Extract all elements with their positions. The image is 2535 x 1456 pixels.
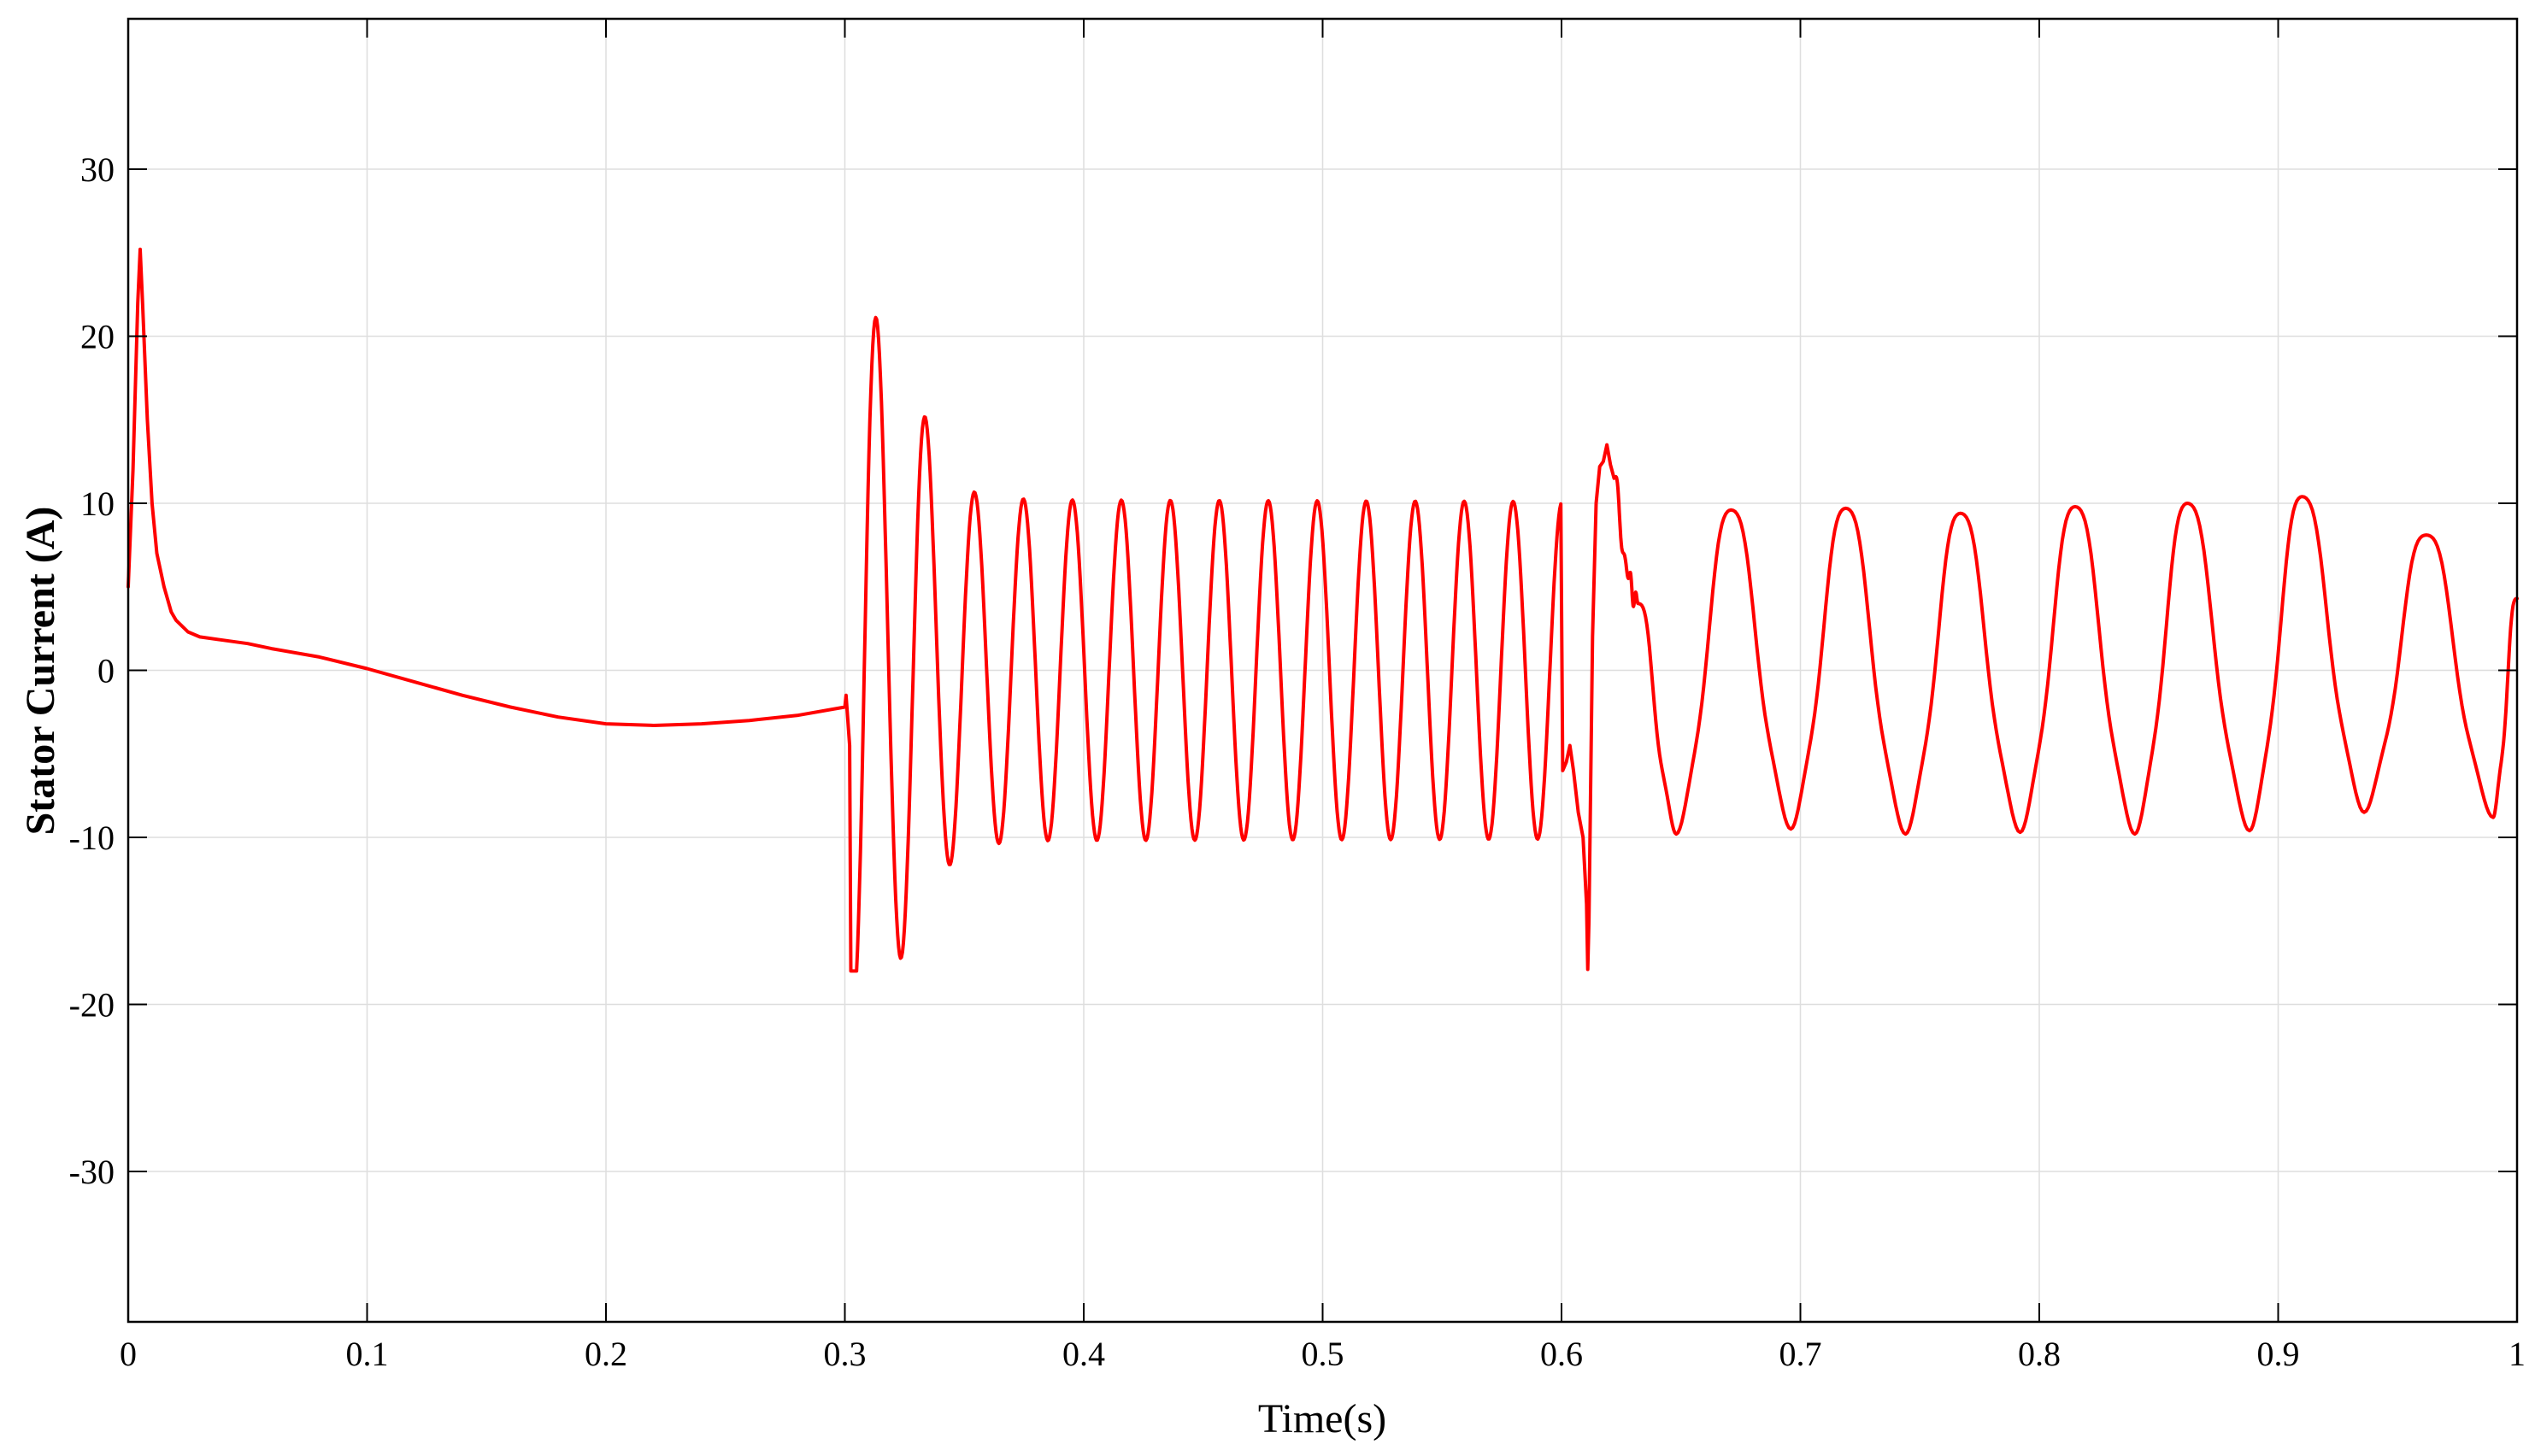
x-tick-label: 0.8 xyxy=(2018,1335,2061,1373)
x-tick-labels: 0 0.1 0.2 0.3 0.4 0.5 0.6 0.7 0.8 0.9 1 xyxy=(120,1335,2526,1373)
y-tick-label: -30 xyxy=(69,1153,115,1191)
y-tick-label: 20 xyxy=(80,317,115,355)
x-tick-label: 1 xyxy=(2509,1335,2526,1373)
x-tick-label: 0.7 xyxy=(1779,1335,1822,1373)
x-tick-label: 0.3 xyxy=(824,1335,867,1373)
x-tick-label: 0.6 xyxy=(1540,1335,1583,1373)
stator-current-line xyxy=(126,247,2519,973)
y-tick-label: -10 xyxy=(69,819,115,857)
x-tick-label: 0.2 xyxy=(585,1335,627,1373)
y-tick-labels: 30 20 10 0 -10 -20 -30 xyxy=(69,150,115,1191)
y-axis-title: Stator Current (A) xyxy=(18,507,63,836)
x-tick-label: 0.4 xyxy=(1062,1335,1105,1373)
x-tick-label: 0.9 xyxy=(2257,1335,2300,1373)
y-tick-label: -20 xyxy=(69,986,115,1024)
x-tick-label: 0.1 xyxy=(346,1335,389,1373)
x-tick-label: 0 xyxy=(120,1335,137,1373)
x-tick-label: 0.5 xyxy=(1302,1335,1344,1373)
y-tick-label: 30 xyxy=(80,150,115,189)
x-axis-title: Time(s) xyxy=(1258,1396,1386,1441)
grid-lines xyxy=(128,19,2517,1322)
y-tick-label: 10 xyxy=(80,484,115,523)
tick-marks xyxy=(127,19,2518,1322)
curve-layer xyxy=(126,247,2519,973)
y-tick-label: 0 xyxy=(97,652,115,690)
